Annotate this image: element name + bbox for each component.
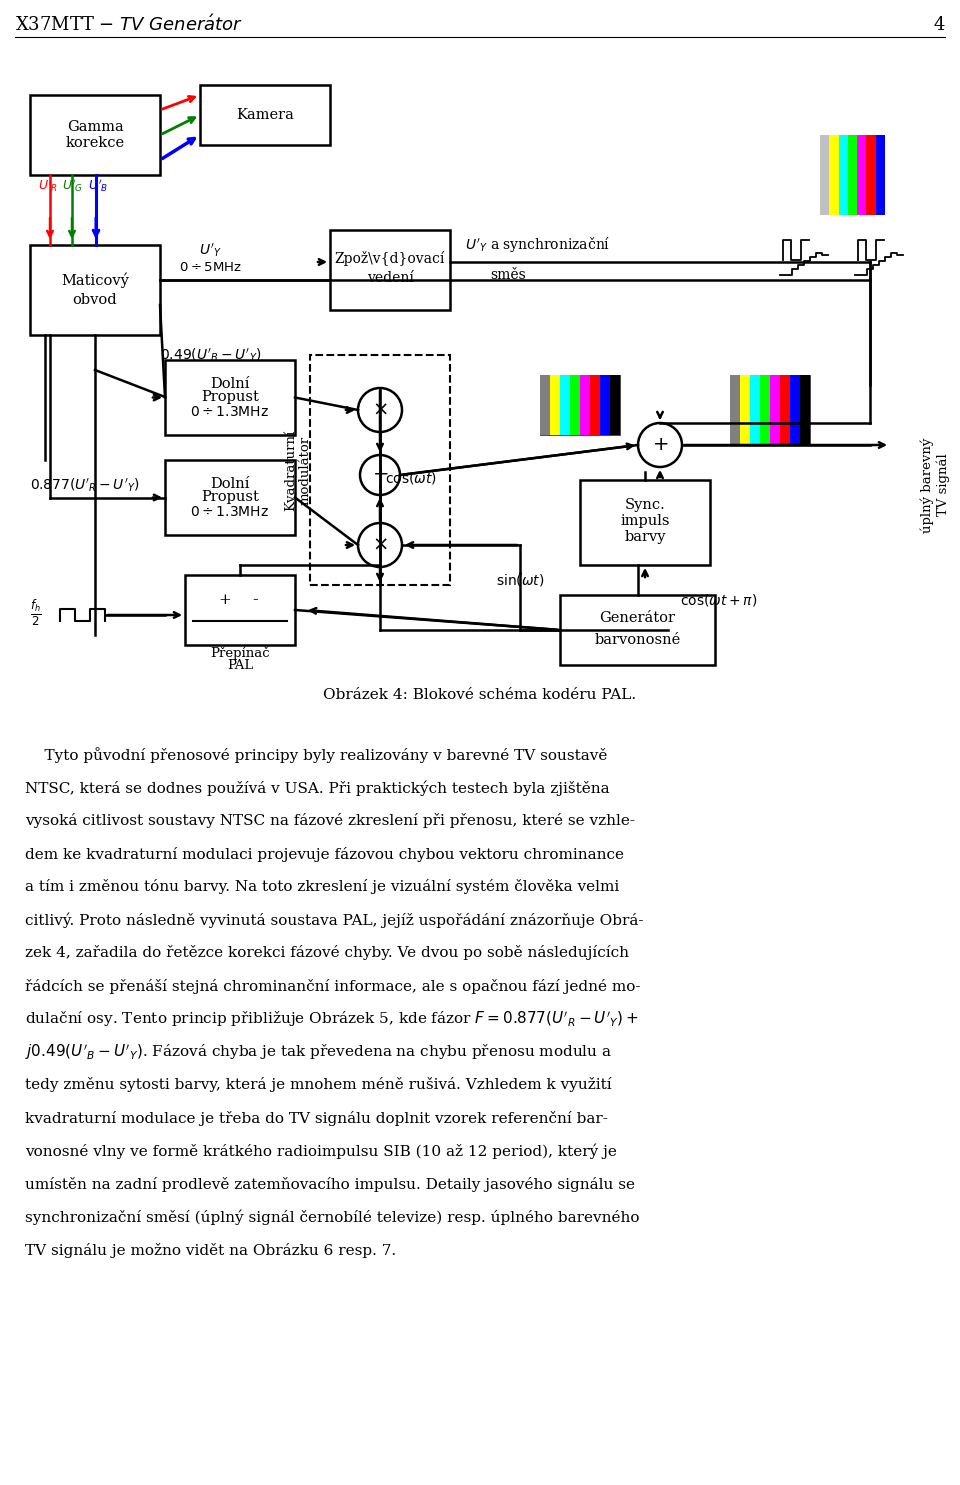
Text: barvy: barvy bbox=[624, 530, 665, 544]
Text: NTSC, která se dodnes používá v USA. Při praktických testech byla zjištěna: NTSC, která se dodnes používá v USA. Při… bbox=[25, 780, 610, 796]
Text: tedy změnu sytosti barvy, která je mnohem méně rušivá. Vzhledem k využití: tedy změnu sytosti barvy, která je mnohe… bbox=[25, 1078, 612, 1093]
Text: Kvadraturní
modulátor: Kvadraturní modulátor bbox=[284, 429, 312, 511]
Text: Generátor: Generátor bbox=[599, 610, 676, 625]
Text: $\frac{f_h}{2}$: $\frac{f_h}{2}$ bbox=[30, 597, 41, 628]
Text: a tím i změnou tónu barvy. Na toto zkreslení je vizuální systém člověka velmi: a tím i změnou tónu barvy. Na toto zkres… bbox=[25, 879, 619, 894]
Circle shape bbox=[358, 523, 402, 567]
Bar bbox=[540, 376, 550, 435]
Text: $0.49(U'_B - U'_Y)$: $0.49(U'_B - U'_Y)$ bbox=[160, 346, 261, 364]
Bar bbox=[790, 376, 800, 445]
Bar bbox=[540, 376, 620, 435]
Bar bbox=[829, 135, 839, 215]
Text: vonosné vlny ve formě krátkého radioimpulsu SIB (10 až 12 period), který je: vonosné vlny ve formě krátkého radioimpu… bbox=[25, 1143, 617, 1158]
Text: směs: směs bbox=[490, 267, 526, 282]
Text: $U'_R$: $U'_R$ bbox=[38, 177, 59, 193]
Bar bbox=[550, 376, 560, 435]
Bar bbox=[185, 575, 295, 644]
Bar bbox=[800, 376, 810, 445]
Bar bbox=[857, 135, 867, 215]
Text: Maticový: Maticový bbox=[61, 272, 129, 288]
Text: Kamera: Kamera bbox=[236, 108, 294, 122]
Text: Gamma: Gamma bbox=[66, 120, 124, 134]
Bar bbox=[730, 376, 740, 445]
Text: vysoká citlivost soustavy NTSC na fázové zkreslení při přenosu, které se vzhle-: vysoká citlivost soustavy NTSC na fázové… bbox=[25, 814, 635, 829]
Text: $U'_G$: $U'_G$ bbox=[62, 177, 84, 193]
Bar bbox=[780, 376, 790, 445]
Bar bbox=[600, 376, 610, 435]
Bar bbox=[730, 376, 810, 445]
Text: Propust: Propust bbox=[201, 391, 259, 404]
Circle shape bbox=[638, 423, 682, 466]
Text: Sync.: Sync. bbox=[625, 497, 665, 511]
Text: řádcích se přenáší stejná chrominanční informace, ale s opačnou fází jedné mo-: řádcích se přenáší stejná chrominanční i… bbox=[25, 979, 640, 993]
Text: $\cos(\omega t + \pi)$: $\cos(\omega t + \pi)$ bbox=[680, 593, 757, 609]
Text: vedení: vedení bbox=[367, 270, 414, 285]
Text: $+$: $+$ bbox=[372, 466, 388, 484]
Text: $U'_Y$ a synchronizační: $U'_Y$ a synchronizační bbox=[465, 236, 611, 254]
Text: synchronizační směsí (úplný signál černobílé televize) resp. úplného barevného: synchronizační směsí (úplný signál černo… bbox=[25, 1209, 639, 1225]
Bar bbox=[590, 376, 600, 435]
Bar bbox=[610, 376, 620, 435]
Text: Obrázek 4: Blokové schéma kodéru PAL.: Obrázek 4: Blokové schéma kodéru PAL. bbox=[324, 688, 636, 702]
Bar bbox=[570, 376, 580, 435]
Bar bbox=[580, 376, 590, 435]
Text: $\times$: $\times$ bbox=[372, 401, 388, 419]
Bar bbox=[200, 85, 330, 146]
Text: $\sin(\omega t)$: $\sin(\omega t)$ bbox=[495, 573, 544, 588]
Text: Propust: Propust bbox=[201, 490, 259, 505]
Text: umístěn na zadní prodlevě zatemňovacího impulsu. Detaily jasového signálu se: umístěn na zadní prodlevě zatemňovacího … bbox=[25, 1176, 635, 1191]
Text: $U'_B$: $U'_B$ bbox=[88, 177, 108, 193]
Text: dulační osy. Tento princip přibližuje Obrázek 5, kde fázor $F = 0.877(U'_R - U'_: dulační osy. Tento princip přibližuje Ob… bbox=[25, 1010, 638, 1029]
Text: $\cos(\omega t)$: $\cos(\omega t)$ bbox=[385, 471, 437, 487]
Text: 4: 4 bbox=[934, 16, 945, 34]
Text: X37MTT $-$ $\it{TV\ Gener\acute{a}tor}$: X37MTT $-$ $\it{TV\ Gener\acute{a}tor}$ bbox=[15, 15, 243, 36]
Text: barvonosné: barvonosné bbox=[594, 633, 681, 647]
Bar bbox=[560, 376, 570, 435]
Bar bbox=[867, 135, 876, 215]
Text: TV signálu je možno vidět na Obrázku 6 resp. 7.: TV signálu je možno vidět na Obrázku 6 r… bbox=[25, 1243, 396, 1258]
Text: dem ke kvadraturní modulaci projevuje fázovou chybou vektoru chrominance: dem ke kvadraturní modulaci projevuje fá… bbox=[25, 846, 624, 861]
Bar bbox=[876, 135, 885, 215]
Text: Zpož\v{d}ovací: Zpož\v{d}ovací bbox=[335, 251, 445, 266]
Bar bbox=[580, 480, 710, 564]
Text: $j0.49(U'_B - U'_Y)$. Fázová chyba je tak převedena na chybu přenosu modulu a: $j0.49(U'_B - U'_Y)$. Fázová chyba je ta… bbox=[25, 1042, 612, 1062]
Bar bbox=[30, 95, 160, 175]
Bar bbox=[330, 230, 450, 310]
Circle shape bbox=[358, 388, 402, 432]
Bar bbox=[848, 135, 857, 215]
Bar bbox=[310, 355, 450, 585]
Bar bbox=[839, 135, 848, 215]
Text: Dolní: Dolní bbox=[210, 477, 250, 490]
Text: $\times$: $\times$ bbox=[372, 536, 388, 554]
Text: impuls: impuls bbox=[620, 514, 670, 527]
Bar bbox=[560, 595, 715, 665]
Text: obvod: obvod bbox=[73, 293, 117, 307]
Bar bbox=[750, 376, 760, 445]
Text: úplný barevný
TV signál: úplný barevný TV signál bbox=[921, 437, 949, 533]
Text: $U'_Y$: $U'_Y$ bbox=[199, 242, 222, 260]
Circle shape bbox=[360, 454, 400, 495]
Text: Přepínač: Přepínač bbox=[210, 646, 270, 659]
Text: $0 \div 1.3\mathrm{MHz}$: $0 \div 1.3\mathrm{MHz}$ bbox=[190, 404, 270, 419]
Bar bbox=[770, 376, 780, 445]
Text: PAL: PAL bbox=[227, 659, 253, 673]
Text: $0 \div 1.3\mathrm{MHz}$: $0 \div 1.3\mathrm{MHz}$ bbox=[190, 505, 270, 518]
Text: $+$: $+$ bbox=[652, 437, 668, 454]
Text: kvadraturní modulace je třeba do TV signálu doplnit vzorek referenční bar-: kvadraturní modulace je třeba do TV sign… bbox=[25, 1111, 608, 1126]
Text: zek 4, zařadila do řetězce korekci fázové chyby. Ve dvou po sobě následujících: zek 4, zařadila do řetězce korekci fázov… bbox=[25, 946, 629, 961]
Text: Dolní: Dolní bbox=[210, 377, 250, 391]
Bar bbox=[740, 376, 750, 445]
Text: +: + bbox=[219, 593, 231, 606]
Text: citlivý. Proto následně vyvinutá soustava PAL, jejíž uspořádání znázorňuje Obrá-: citlivý. Proto následně vyvinutá soustav… bbox=[25, 912, 643, 928]
Bar bbox=[30, 245, 160, 336]
Bar bbox=[165, 460, 295, 535]
Text: Tyto původní přenosové principy byly realizovány v barevné TV soustavě: Tyto původní přenosové principy byly rea… bbox=[25, 747, 608, 763]
Text: $0 \div 5\mathrm{MHz}$: $0 \div 5\mathrm{MHz}$ bbox=[179, 261, 242, 275]
Text: -: - bbox=[252, 591, 258, 607]
Bar bbox=[165, 359, 295, 435]
Text: korekce: korekce bbox=[65, 137, 125, 150]
Bar bbox=[820, 135, 829, 215]
Text: $0.877(U'_R - U'_Y)$: $0.877(U'_R - U'_Y)$ bbox=[30, 477, 140, 495]
Bar bbox=[760, 376, 770, 445]
